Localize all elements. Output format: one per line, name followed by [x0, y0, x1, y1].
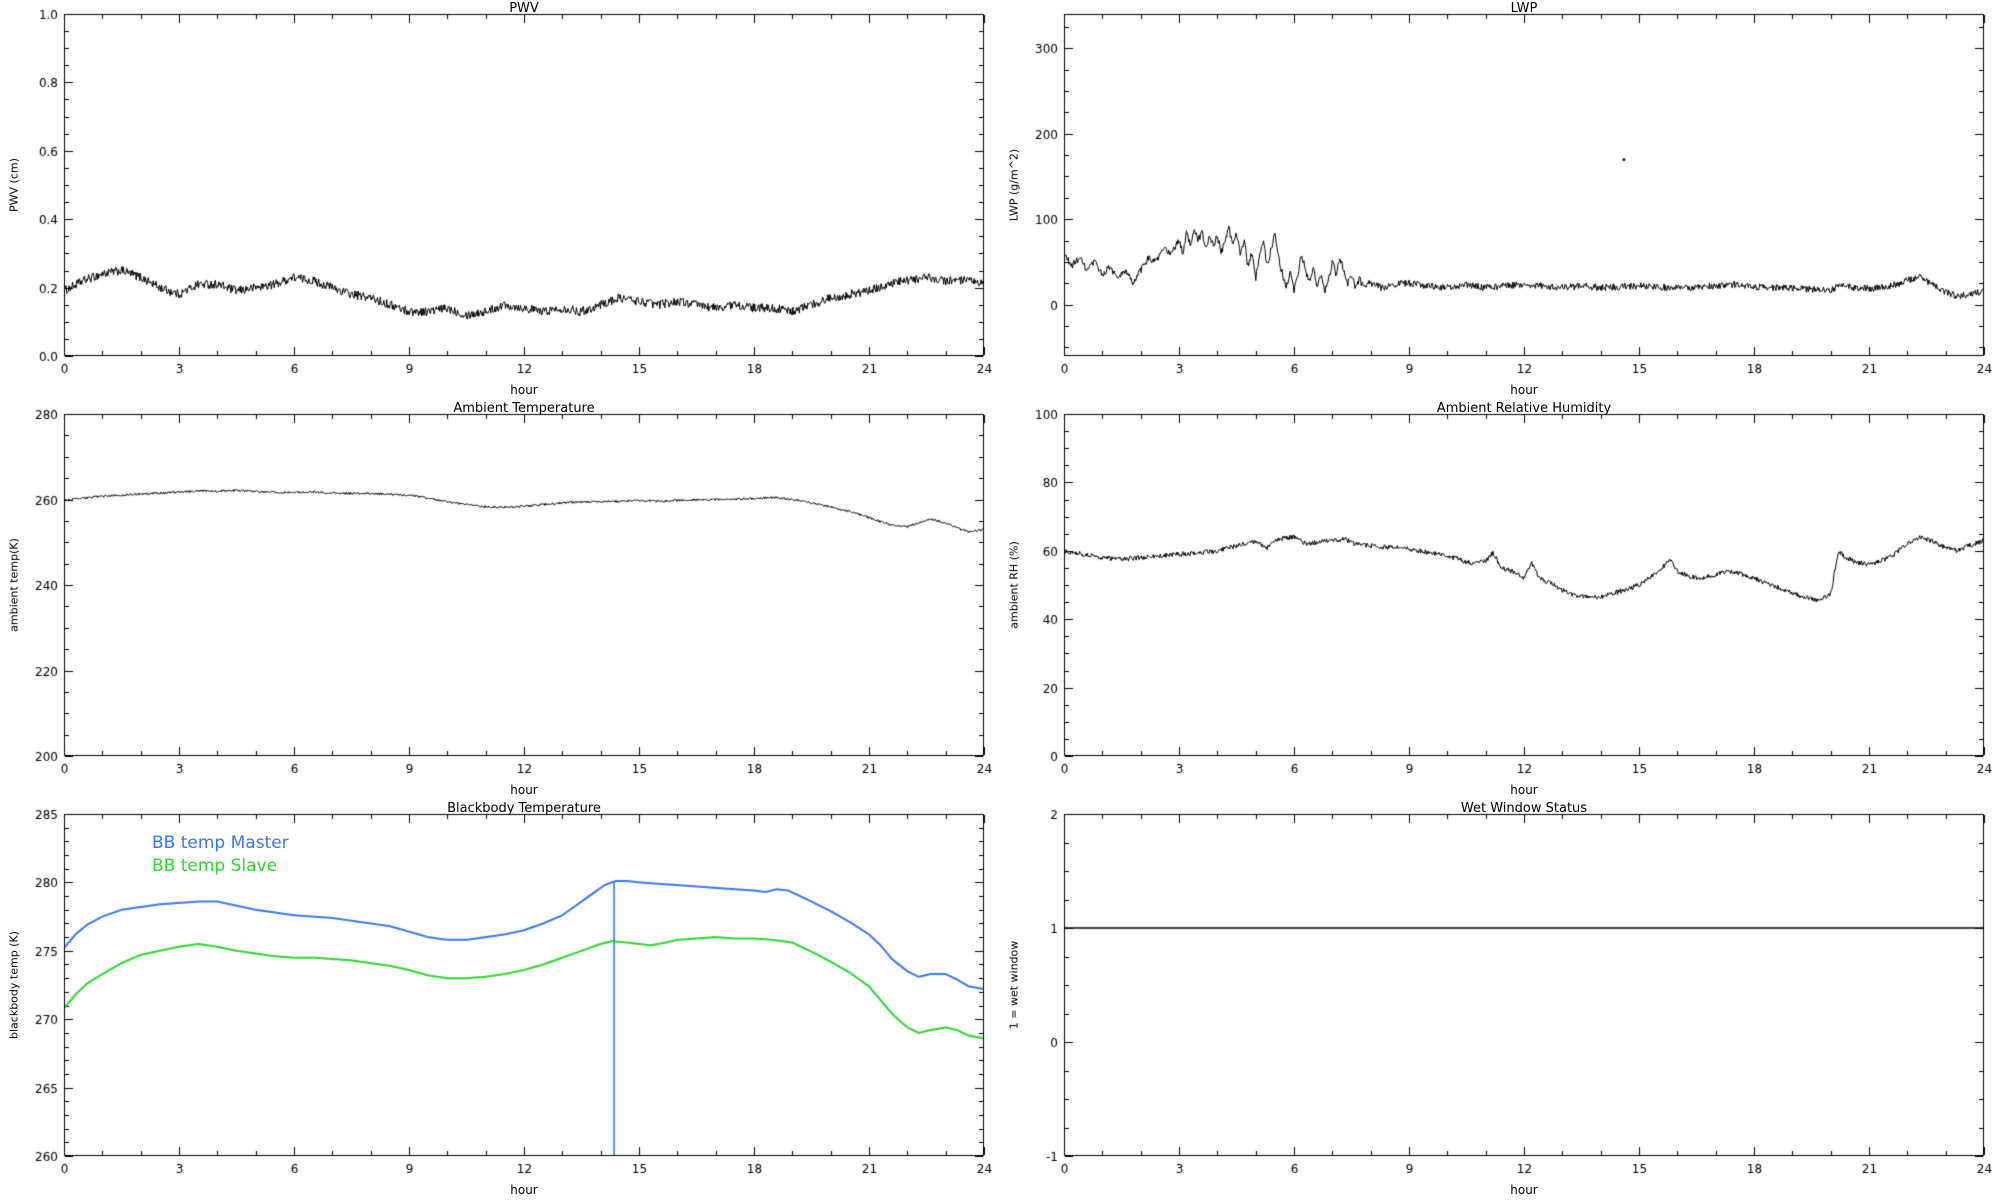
chart-title-pwv: PWV	[509, 1, 539, 16]
chart-title-lwp: LWP	[1510, 1, 1538, 16]
chart-panel-pwv: PWV hour PWV (cm)	[0, 0, 1000, 400]
pwv-plot-canvas	[0, 0, 1000, 400]
bb-temp-legend: BB temp Master BB temp Slave	[152, 832, 289, 878]
legend-item-bb-master: BB temp Master	[152, 833, 289, 853]
y-axis-label: ambient RH (%)	[1007, 541, 1021, 629]
lwp-plot-canvas	[1000, 0, 2000, 400]
y-axis-label: ambient temp(K)	[7, 538, 21, 632]
ambient-temperature-plot-canvas	[0, 400, 1000, 800]
y-axis-label: LWP (g/m^2)	[1007, 148, 1021, 222]
blackbody-temperature-plot-canvas	[0, 800, 1000, 1200]
chart-title-blackbody-temperature: Blackbody Temperature	[447, 801, 601, 816]
chart-panel-ambient-temperature: Ambient Temperature hour ambient temp(K)	[0, 400, 1000, 800]
chart-panel-wet-window-status: Wet Window Status hour 1 = wet window	[1000, 800, 2000, 1200]
legend-item-bb-slave: BB temp Slave	[152, 856, 278, 876]
x-axis-label: hour	[1510, 783, 1538, 797]
x-axis-label: hour	[1510, 1183, 1538, 1197]
chart-title-wet-window-status: Wet Window Status	[1460, 801, 1588, 816]
y-axis-label: PWV (cm)	[7, 158, 21, 212]
x-axis-label: hour	[510, 1183, 538, 1197]
y-axis-label: blackbody temp (K)	[7, 931, 21, 1039]
chart-panel-ambient-relative-humidity: Ambient Relative Humidity hour ambient R…	[1000, 400, 2000, 800]
y-axis-label: 1 = wet window	[1007, 940, 1021, 1030]
chart-panel-lwp: LWP hour LWP (g/m^2)	[1000, 0, 2000, 400]
x-axis-label: hour	[510, 383, 538, 397]
x-axis-label: hour	[1510, 383, 1538, 397]
wet-window-status-plot-canvas	[1000, 800, 2000, 1200]
x-axis-label: hour	[510, 783, 538, 797]
chart-panel-blackbody-temperature: Blackbody Temperature hour blackbody tem…	[0, 800, 1000, 1200]
chart-title-ambient-relative-humidity: Ambient Relative Humidity	[1436, 401, 1612, 416]
ambient-relative-humidity-plot-canvas	[1000, 400, 2000, 800]
chart-title-ambient-temperature: Ambient Temperature	[453, 401, 595, 416]
